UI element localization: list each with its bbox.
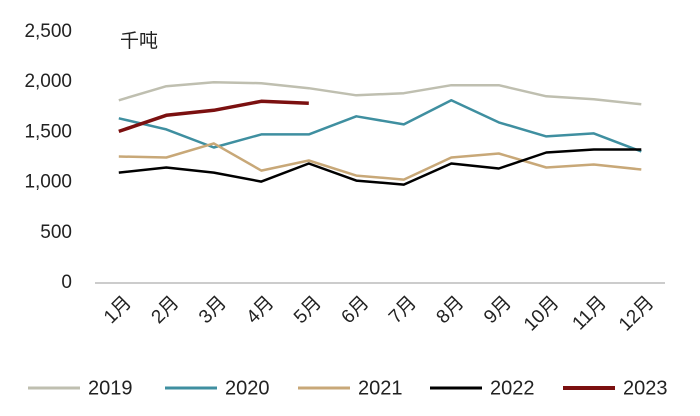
y-tick-label: 500 — [40, 222, 72, 243]
x-tick-label: 6月 — [338, 292, 374, 328]
y-tick-label: 1,000 — [24, 172, 72, 193]
x-tick-label: 2月 — [148, 292, 184, 328]
y-tick-label: 2,000 — [24, 71, 72, 92]
unit-annotation: 千吨 — [120, 30, 158, 52]
legend-label: 2022 — [490, 377, 535, 399]
y-tick-label: 2,500 — [24, 21, 72, 42]
series-line — [118, 80, 642, 106]
x-tick-label: 10月 — [520, 292, 563, 335]
x-tick-label: 7月 — [385, 292, 421, 328]
y-tick-label: 0 — [61, 272, 72, 293]
x-tick-label: 12月 — [615, 292, 658, 335]
legend-label: 2021 — [358, 377, 403, 399]
y-tick-label: 1,500 — [24, 121, 72, 142]
series-line — [118, 148, 642, 186]
legend-label: 2019 — [88, 377, 133, 399]
series-line — [118, 142, 642, 181]
series-line — [118, 99, 642, 153]
x-tick-label: 1月 — [100, 292, 136, 328]
x-tick-label: 11月 — [569, 292, 611, 334]
series-line — [118, 99, 309, 134]
x-tick-label: 9月 — [480, 292, 516, 328]
legend-label: 2020 — [225, 377, 270, 399]
x-tick-label: 4月 — [243, 292, 279, 328]
legend-label: 2023 — [623, 377, 668, 399]
x-tick-label: 3月 — [195, 292, 231, 328]
x-tick-label: 5月 — [290, 292, 326, 328]
x-tick-label: 8月 — [433, 292, 469, 328]
